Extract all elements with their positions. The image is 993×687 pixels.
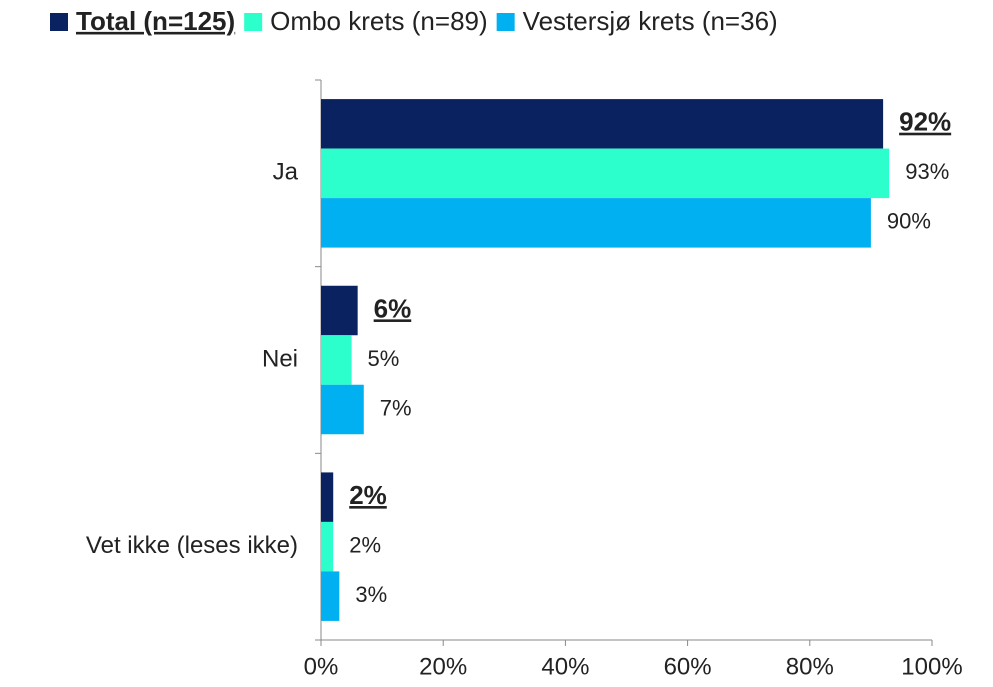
- x-tick-label: 100%: [901, 653, 962, 680]
- bar: [321, 521, 334, 572]
- value-label: 2%: [349, 480, 387, 510]
- legend-swatch: [496, 13, 515, 31]
- x-tick-label: 0%: [304, 653, 339, 680]
- bar: [321, 99, 884, 149]
- bar: [321, 472, 334, 522]
- x-tick-label: 60%: [664, 653, 712, 680]
- bar: [321, 571, 340, 621]
- bar: [321, 384, 364, 435]
- value-label: 90%: [887, 209, 931, 234]
- legend-swatch: [50, 13, 68, 31]
- x-tick-label: 80%: [786, 653, 834, 680]
- value-label: 5%: [368, 346, 400, 371]
- x-tick-label: 40%: [541, 653, 589, 680]
- value-label: 92%: [899, 107, 951, 137]
- bar: [321, 335, 352, 385]
- legend-label: Ombo krets (n=89): [270, 6, 487, 36]
- legend-label: Total (n=125): [76, 6, 235, 36]
- bar: [321, 148, 890, 199]
- category-label: Nei: [262, 345, 298, 372]
- value-label: 93%: [905, 159, 949, 184]
- legend-label: Vestersjø krets (n=36): [523, 6, 778, 36]
- value-label: 7%: [380, 395, 412, 420]
- bar: [321, 198, 871, 248]
- value-label: 2%: [349, 532, 381, 557]
- value-label: 6%: [374, 293, 412, 323]
- bar: [321, 285, 358, 336]
- value-label: 3%: [355, 582, 387, 607]
- legend-swatch: [244, 13, 263, 31]
- x-tick-label: 20%: [419, 653, 467, 680]
- category-label: Vet ikke (leses ikke): [86, 532, 298, 559]
- category-label: Ja: [273, 159, 299, 186]
